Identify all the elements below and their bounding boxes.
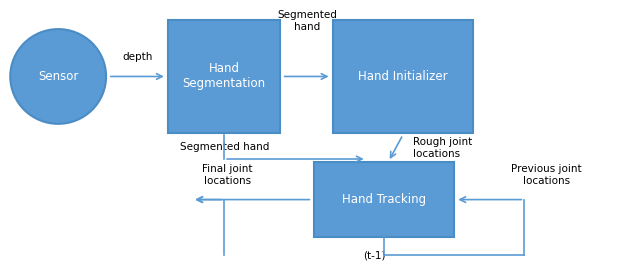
FancyBboxPatch shape bbox=[168, 20, 280, 133]
Text: Segmented hand: Segmented hand bbox=[179, 142, 269, 152]
Text: Final joint
locations: Final joint locations bbox=[202, 165, 253, 186]
Text: Hand Initializer: Hand Initializer bbox=[358, 70, 448, 83]
Text: (t-1): (t-1) bbox=[363, 251, 385, 261]
Text: Hand Tracking: Hand Tracking bbox=[342, 193, 426, 206]
Text: Previous joint
locations: Previous joint locations bbox=[511, 165, 582, 186]
Text: depth: depth bbox=[122, 52, 152, 61]
Text: Hand
Segmentation: Hand Segmentation bbox=[182, 63, 266, 91]
Text: Sensor: Sensor bbox=[38, 70, 78, 83]
Ellipse shape bbox=[10, 29, 106, 124]
Text: Segmented
hand: Segmented hand bbox=[277, 10, 337, 32]
FancyBboxPatch shape bbox=[314, 162, 454, 237]
Text: Rough joint
locations: Rough joint locations bbox=[413, 137, 472, 159]
FancyBboxPatch shape bbox=[333, 20, 473, 133]
